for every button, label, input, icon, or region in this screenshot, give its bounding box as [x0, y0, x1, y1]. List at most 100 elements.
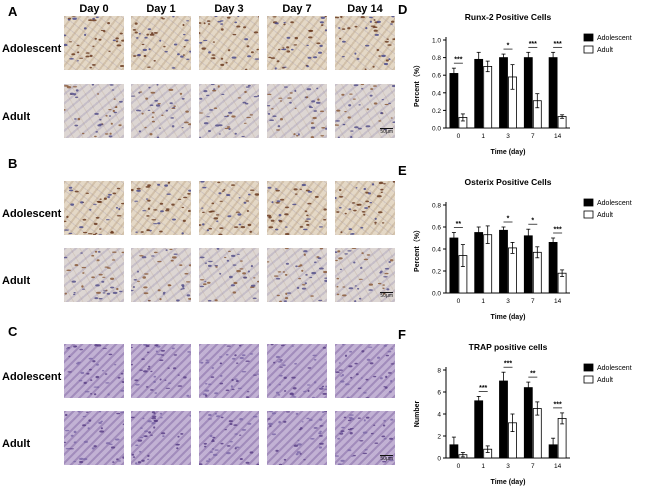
y-tick-label: 0.6 [432, 225, 441, 232]
micrograph-tile [335, 16, 395, 70]
cell-nuclei [267, 248, 327, 302]
bar-adolescent [523, 57, 533, 129]
y-tick-label: 0.0 [432, 126, 441, 133]
significance-label: *** [554, 227, 562, 234]
cell-nuclei [267, 86, 327, 138]
significance-label: *** [529, 41, 537, 48]
x-tick-label: 0 [457, 133, 461, 140]
day-header: Day 3 [214, 3, 244, 15]
micrograph-tile [131, 248, 191, 302]
y-tick-label: 0.6 [432, 73, 441, 80]
micrograph-tile [199, 181, 259, 235]
legend-swatch [583, 375, 594, 384]
y-tick-label: 0.4 [432, 90, 441, 97]
scale-bar: 50μm [380, 292, 393, 299]
micrograph-tile [64, 248, 124, 302]
micrograph-tile [64, 181, 124, 235]
x-tick-label: 1 [481, 133, 485, 140]
micrograph-tile [267, 411, 327, 465]
micrograph-tile [199, 16, 259, 70]
row-label: Adolescent [2, 208, 62, 220]
legend-label: Adolescent [597, 200, 632, 207]
cell-nuclei [131, 248, 191, 302]
bar-adult [532, 251, 542, 294]
day-header: Day 0 [79, 3, 109, 15]
y-tick-label: 4 [437, 412, 441, 419]
cell-nuclei [64, 84, 123, 138]
y-tick-label: 0.8 [432, 55, 441, 62]
y-tick-label: 0.4 [432, 247, 441, 254]
bar-adolescent [499, 229, 508, 294]
micrograph-tile [131, 84, 191, 138]
y-axis-label: Percent（%） [413, 226, 421, 272]
cell-nuclei [131, 344, 191, 397]
significance-label: ** [456, 221, 462, 228]
y-axis-label: Percent（%） [413, 61, 421, 107]
day-header: Day 7 [282, 3, 312, 15]
micrograph-tile [64, 16, 124, 70]
chart-panel-letter: E [398, 163, 407, 178]
x-tick-label: 1 [481, 463, 485, 470]
micrograph-tile [199, 248, 259, 302]
bar-adolescent [548, 57, 558, 129]
significance-label: *** [504, 361, 512, 368]
micrograph-tile: 50μm [335, 248, 395, 302]
cell-nuclei [335, 16, 395, 70]
scale-bar: 50μm [380, 128, 393, 135]
day-header: Day 14 [347, 3, 383, 15]
cell-nuclei [335, 414, 394, 465]
cell-nuclei [199, 16, 259, 70]
micrograph-tile [131, 344, 191, 398]
y-tick-label: 0.8 [432, 203, 441, 210]
cell-nuclei [131, 411, 191, 465]
legend-label: Adult [597, 47, 613, 54]
bar-adolescent [523, 387, 533, 459]
micrograph-tile [64, 344, 124, 398]
cell-nuclei [268, 344, 327, 398]
x-tick-label: 3 [506, 463, 510, 470]
legend-swatch [583, 33, 594, 42]
cell-nuclei [335, 344, 395, 398]
row-label: Adult [2, 111, 31, 123]
cell-nuclei [200, 344, 259, 398]
legend-label: Adolescent [597, 365, 632, 372]
bar-chart-e: Osterix Positive Cells 0.0 0.2 0.4 0.6 0.8 Per… [413, 177, 632, 321]
significance-label: *** [554, 41, 562, 48]
cell-nuclei [335, 248, 394, 302]
y-tick-label: 6 [437, 390, 441, 397]
significance-label: *** [454, 57, 462, 64]
cell-nuclei [268, 16, 327, 70]
cell-nuclei [199, 412, 259, 465]
chart-panel-letter: D [398, 2, 408, 17]
chart-panel-letter: F [398, 327, 406, 342]
cell-nuclei [335, 181, 395, 235]
bar-adolescent [474, 400, 484, 459]
micrograph-tile [199, 411, 259, 465]
x-tick-label: 14 [554, 298, 562, 305]
micrograph-tile: 50μm [335, 84, 395, 138]
cell-nuclei [131, 84, 191, 138]
chart-title: TRAP positive cells [469, 342, 548, 352]
scale-bar: 50μm [380, 455, 393, 462]
micrograph-tile [267, 248, 327, 302]
x-tick-label: 0 [457, 463, 461, 470]
x-tick-label: 14 [554, 463, 562, 470]
bar-adolescent [449, 237, 459, 294]
x-tick-label: 1 [481, 298, 485, 305]
bar-adult [557, 418, 567, 459]
panel-letter: A [8, 4, 18, 19]
y-tick-label: 8 [437, 368, 441, 375]
y-tick-label: 0.2 [432, 108, 441, 115]
legend-label: Adult [597, 377, 613, 384]
cell-nuclei [66, 344, 124, 396]
x-tick-label: 14 [554, 133, 562, 140]
y-axis-label: Number [414, 401, 421, 428]
y-tick-label: 0.0 [432, 291, 441, 298]
x-tick-label: 0 [457, 298, 461, 305]
micrograph-tile [131, 411, 191, 465]
bar-adolescent [474, 58, 484, 129]
bar-adult [532, 408, 542, 459]
cell-nuclei [267, 411, 327, 465]
micrograph-tile [335, 344, 395, 398]
row-label: Adult [2, 438, 31, 450]
